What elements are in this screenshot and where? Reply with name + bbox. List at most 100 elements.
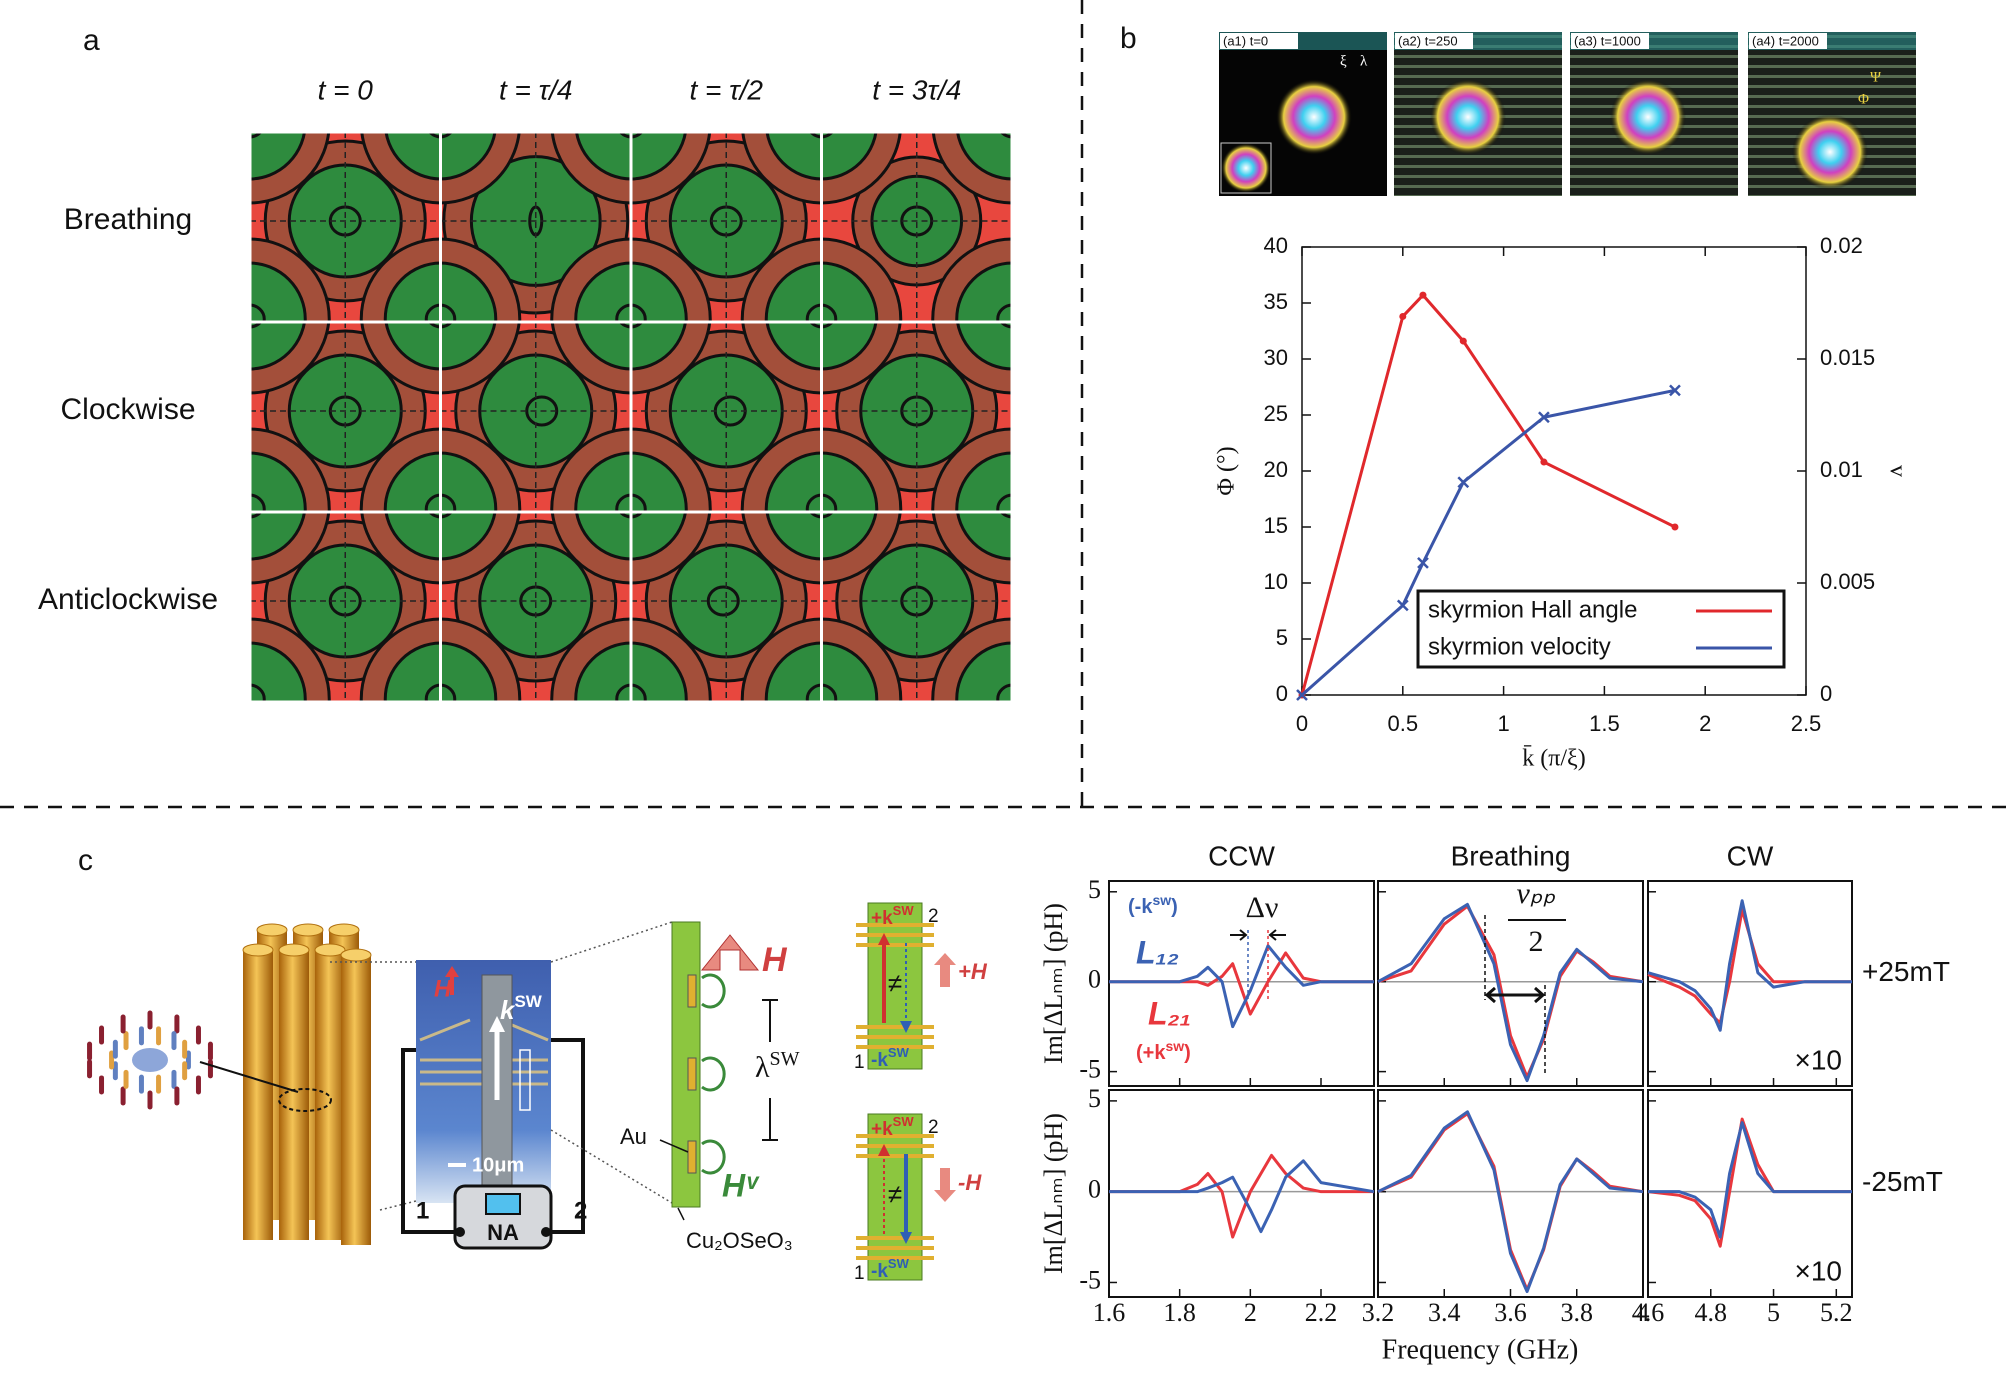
core	[383, 641, 441, 702]
snapshot-symbol: Ψ	[1870, 69, 1882, 85]
tspan: SW	[893, 1114, 915, 1129]
center	[250, 303, 266, 322]
center	[996, 493, 1012, 512]
y-tick-label: -5	[1079, 1265, 1101, 1294]
scheme-field-arrow	[940, 963, 950, 987]
scale-note: ×10	[1795, 1044, 1843, 1075]
l21-label: L₂₁	[1148, 995, 1191, 1031]
core	[440, 451, 498, 512]
series-line	[1301, 388, 1676, 697]
cell	[440, 322, 631, 512]
core	[384, 322, 441, 371]
y2-tick-label: 0.01	[1820, 457, 1863, 482]
tspan: -k	[871, 1050, 888, 1071]
l12-label: L₁₂	[1136, 934, 1179, 970]
core	[821, 641, 879, 702]
ring	[1027, 521, 1187, 681]
pointer	[659, 1139, 689, 1153]
panel-b: (a1) t=0 (a2) t=250 (a3) t=1000 (a4) t=2000…	[1214, 32, 1916, 772]
zoom-ellipse	[278, 1088, 332, 1112]
x-tick-label: 3.2	[1362, 1298, 1395, 1327]
scheme-plus: +kSW	[871, 903, 914, 929]
zoom-line	[550, 921, 673, 963]
legend-label: skyrmion Hall angle	[1428, 596, 1637, 623]
core	[955, 322, 1012, 371]
field-loops	[701, 973, 726, 1175]
scheme-minus: -kSW	[871, 1256, 910, 1282]
core	[574, 512, 631, 561]
y-tick-label: 35	[1264, 289, 1288, 314]
field-v-label: Hᵛ	[722, 1167, 760, 1203]
core	[955, 641, 1012, 702]
color-wheel	[1220, 142, 1272, 194]
point	[1669, 384, 1681, 397]
pointer	[677, 1207, 685, 1221]
series-line	[1300, 292, 1676, 696]
analyzer	[453, 1184, 553, 1250]
red-arrow-head	[878, 1144, 890, 1156]
core	[383, 451, 441, 512]
core	[440, 641, 498, 702]
y-tick-label: 5	[1088, 875, 1101, 904]
core	[821, 261, 879, 322]
center	[821, 303, 838, 322]
core	[440, 261, 498, 322]
cell	[440, 512, 631, 702]
row-label: Breathing	[64, 203, 192, 236]
core	[631, 132, 688, 181]
center	[706, 585, 740, 617]
scheme-field-head	[934, 953, 956, 965]
x-tick-label: 2.5	[1791, 711, 1822, 736]
tspan: sw	[1165, 1038, 1184, 1054]
y-tick-label: 10	[1264, 569, 1288, 594]
snapshot-label-bg	[1220, 33, 1298, 49]
scheme-field-head	[934, 1190, 956, 1202]
center	[424, 493, 441, 512]
cell	[631, 322, 822, 512]
center	[440, 683, 457, 702]
point	[1396, 599, 1409, 612]
legend-box	[1416, 589, 1786, 669]
zoom-line	[379, 1199, 421, 1211]
snapshot-label-bg	[1395, 33, 1473, 49]
row-label: Anticlockwise	[38, 583, 218, 616]
tspan: +k	[871, 1119, 893, 1140]
core	[574, 261, 631, 322]
spectrum-line	[1109, 1153, 1374, 1239]
x-tick-label: 0	[1296, 711, 1308, 736]
y-tick-label: 30	[1264, 345, 1288, 370]
column-header: t = 0	[318, 74, 374, 105]
y2-tick-label: 0.005	[1820, 569, 1875, 594]
core	[631, 322, 688, 371]
y-tick-label: 40	[1264, 233, 1288, 258]
core	[250, 322, 307, 371]
wave-label: (-ksw)	[1128, 892, 1178, 919]
core	[765, 322, 822, 371]
core	[250, 132, 307, 181]
scale-label: 10μm	[472, 1154, 524, 1176]
skyrmion-blob	[1792, 114, 1868, 190]
tspan: (+k	[1136, 1042, 1166, 1064]
cell	[631, 512, 822, 702]
spectrum-line	[1109, 951, 1374, 1016]
scheme-strip	[867, 902, 923, 1070]
y2-tick-label: 0	[1820, 681, 1832, 706]
plot-frame	[1108, 880, 1375, 1087]
analyzer-label: NA	[487, 1220, 519, 1245]
red-arrow-head	[878, 933, 890, 945]
tspan: SW	[893, 903, 915, 918]
skyrmion	[87, 1010, 213, 1110]
center	[821, 493, 838, 512]
core	[821, 132, 878, 181]
center	[1092, 397, 1122, 425]
cell	[821, 322, 1122, 512]
scheme-minus: -kSW	[871, 1045, 910, 1071]
core	[955, 132, 1012, 181]
core	[574, 322, 631, 371]
cell	[821, 132, 1012, 322]
tspan: (-k	[1128, 896, 1153, 918]
spectrum-line	[1377, 1110, 1644, 1294]
cell	[821, 512, 1187, 702]
x-axis-label: Frequency (GHz)	[1382, 1334, 1579, 1365]
